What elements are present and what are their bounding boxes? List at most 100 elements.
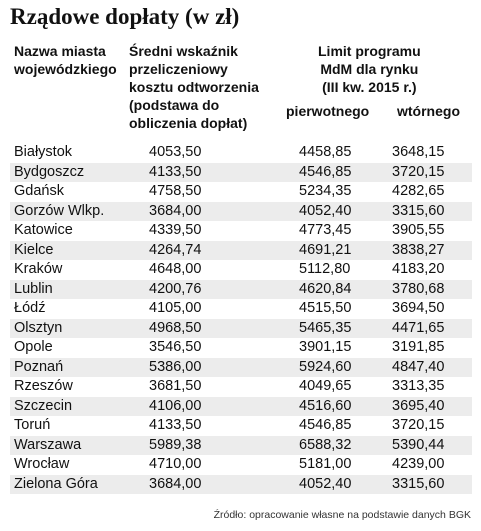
header-line: wojewódzkiego	[14, 61, 117, 77]
header-line: MdM dla rynku	[320, 61, 419, 77]
table-row: Bydgoszcz 4133,50 4546,85 3720,15	[10, 162, 472, 182]
city-cell: Zielona Góra	[14, 475, 98, 492]
city-cell: Szczecin	[14, 397, 73, 414]
value-cell: 3694,50	[392, 300, 445, 316]
table-row: Kielce 4264,74 4691,21 3838,27	[10, 240, 472, 260]
value-cell: 3684,00	[149, 475, 202, 492]
value-cell: 3315,60	[392, 475, 445, 492]
header-average: Średni wskaźnik przeliczeniowy kosztu odtw…	[129, 42, 259, 132]
source: Źródło: opracowanie własne na podstawie …	[213, 509, 471, 521]
value-cell: 4648,00	[149, 261, 202, 277]
value-cell: 4515,50	[299, 300, 352, 316]
value-cell: 4052,40	[299, 475, 352, 492]
table-row: Warszawa 5989,38 6588,32 5390,44	[10, 435, 472, 455]
table-row: Łódź 4105,00 4515,50 3694,50	[10, 299, 472, 319]
value-cell: 3720,15	[392, 417, 445, 433]
value-cell: 4133,50	[149, 163, 202, 180]
value-cell: 3695,40	[392, 397, 445, 414]
table-row: Poznań 5386,00 5924,60 4847,40	[10, 357, 472, 377]
table-row: Białystok 4053,50 4458,85 3648,15	[10, 143, 472, 163]
city-cell: Gdańsk	[14, 183, 64, 199]
value-cell: 4239,00	[392, 456, 445, 472]
value-cell: 3313,35	[392, 378, 445, 394]
title: Rządowe dopłaty (w zł)	[10, 4, 240, 29]
city-cell: Kraków	[14, 261, 63, 277]
value-cell: 4052,40	[299, 202, 352, 219]
value-cell: 5924,60	[299, 358, 352, 375]
city-cell: Opole	[14, 339, 53, 355]
value-cell: 5989,38	[149, 436, 202, 453]
table-row: Gorzów Wlkp. 3684,00 4052,40 3315,60	[10, 201, 472, 221]
city-cell: Wrocław	[14, 456, 70, 472]
city-cell: Rzeszów	[14, 378, 73, 394]
value-cell: 3546,50	[149, 339, 202, 355]
city-cell: Toruń	[14, 417, 51, 433]
value-cell: 6588,32	[299, 436, 352, 453]
value-cell: 4847,40	[392, 358, 445, 375]
table-row: Gdańsk 4758,50 5234,35 4282,65	[10, 182, 472, 202]
value-cell: 3838,27	[392, 241, 445, 258]
table-row: Lublin 4200,76 4620,84 3780,68	[10, 279, 472, 299]
value-cell: 3191,85	[392, 339, 445, 355]
table-row: Wrocław 4710,00 5181,00 4239,00	[10, 455, 472, 475]
header-line: Nazwa miasta	[14, 43, 106, 59]
value-cell: 4049,65	[299, 378, 352, 394]
value-cell: 3648,15	[392, 144, 445, 160]
city-cell: Lublin	[14, 280, 53, 297]
value-cell: 3315,60	[392, 202, 445, 219]
header-line: (podstawa do	[129, 97, 220, 113]
value-cell: 4053,50	[149, 144, 202, 160]
city-cell: Łódź	[14, 300, 46, 316]
city-cell: Katowice	[14, 222, 73, 238]
value-cell: 4516,60	[299, 397, 352, 414]
value-cell: 3681,50	[149, 378, 202, 394]
header-line: przeliczeniowy	[129, 61, 228, 77]
value-cell: 4106,00	[149, 397, 202, 414]
city-cell: Poznań	[14, 358, 64, 375]
table-row: Opole 3546,50 3901,15 3191,85	[10, 338, 472, 358]
value-cell: 4546,85	[299, 417, 352, 433]
value-cell: 5390,44	[392, 436, 445, 453]
city-cell: Gorzów Wlkp.	[14, 202, 105, 219]
city-cell: Białystok	[14, 144, 73, 160]
value-cell: 5181,00	[299, 456, 352, 472]
value-cell: 4710,00	[149, 456, 202, 472]
header-line: kosztu odtworzenia	[129, 79, 259, 95]
value-cell: 4691,21	[299, 241, 352, 258]
value-cell: 3780,68	[392, 280, 445, 297]
value-cell: 4773,45	[299, 222, 352, 238]
value-cell: 4339,50	[149, 222, 202, 238]
header-line: Limit programu	[318, 43, 421, 59]
value-cell: 4546,85	[299, 163, 352, 180]
city-cell: Bydgoszcz	[14, 163, 85, 180]
value-cell: 5112,80	[299, 261, 351, 277]
value-cell: 5465,35	[299, 319, 352, 336]
value-cell: 4105,00	[149, 300, 202, 316]
header-line: obliczenia dopłat)	[129, 115, 248, 131]
city-cell: Warszawa	[14, 436, 82, 453]
table-row: Szczecin 4106,00 4516,60 3695,40	[10, 396, 472, 416]
table-row: Kraków 4648,00 5112,80 4183,20	[10, 260, 472, 280]
header-primary: pierwotnego	[286, 103, 370, 119]
city-cell: Kielce	[14, 241, 54, 258]
table-row: Zielona Góra 3684,00 4052,40 3315,60	[10, 474, 472, 494]
table-row: Katowice 4339,50 4773,45 3905,55	[10, 221, 472, 241]
value-cell: 4471,65	[392, 319, 445, 336]
table-row: Olsztyn 4968,50 5465,35 4471,65	[10, 318, 472, 338]
value-cell: 4200,76	[149, 280, 202, 297]
value-cell: 4968,50	[149, 319, 202, 336]
value-cell: 5234,35	[299, 183, 352, 199]
value-cell: 3720,15	[392, 163, 445, 180]
value-cell: 4758,50	[149, 183, 202, 199]
table: Białystok 4053,50 4458,85 3648,15 Bydgoszcz 4…	[10, 143, 472, 494]
city-cell: Olsztyn	[14, 319, 63, 336]
value-cell: 4264,74	[149, 241, 202, 258]
value-cell: 4458,85	[299, 144, 352, 160]
value-cell: 3684,00	[149, 202, 202, 219]
value-cell: 4133,50	[149, 417, 202, 433]
header-limit: Limit programu MdM dla rynku (III kw. 2015…	[318, 42, 421, 96]
value-cell: 3901,15	[299, 339, 352, 355]
value-cell: 4282,65	[392, 183, 445, 199]
header-line: (III kw. 2015 r.)	[322, 79, 417, 95]
